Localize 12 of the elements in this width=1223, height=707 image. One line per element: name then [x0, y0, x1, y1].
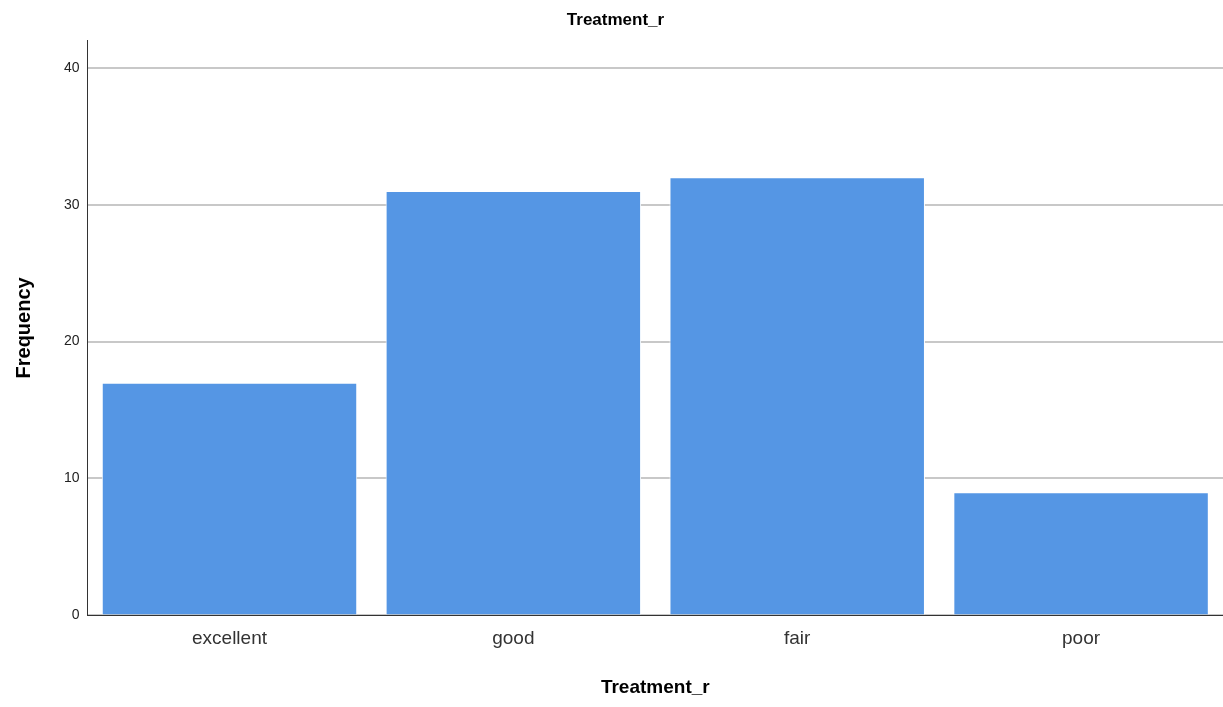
y-axis-title: Frequency [11, 276, 34, 379]
y-tick-label: 40 [63, 58, 80, 75]
x-tick-label: poor [1062, 627, 1101, 649]
x-tick-label: good [492, 627, 535, 649]
x-tick-label: fair [784, 627, 812, 649]
y-tick-label: 10 [63, 469, 80, 486]
x-tick-label: excellent [192, 627, 268, 649]
chart-title: Treatment_r [566, 9, 665, 29]
y-tick-label: 20 [63, 332, 80, 349]
x-axis-title: Treatment_r [600, 675, 711, 697]
y-tick-label: 0 [71, 606, 80, 623]
y-tick-label: 30 [63, 195, 80, 212]
